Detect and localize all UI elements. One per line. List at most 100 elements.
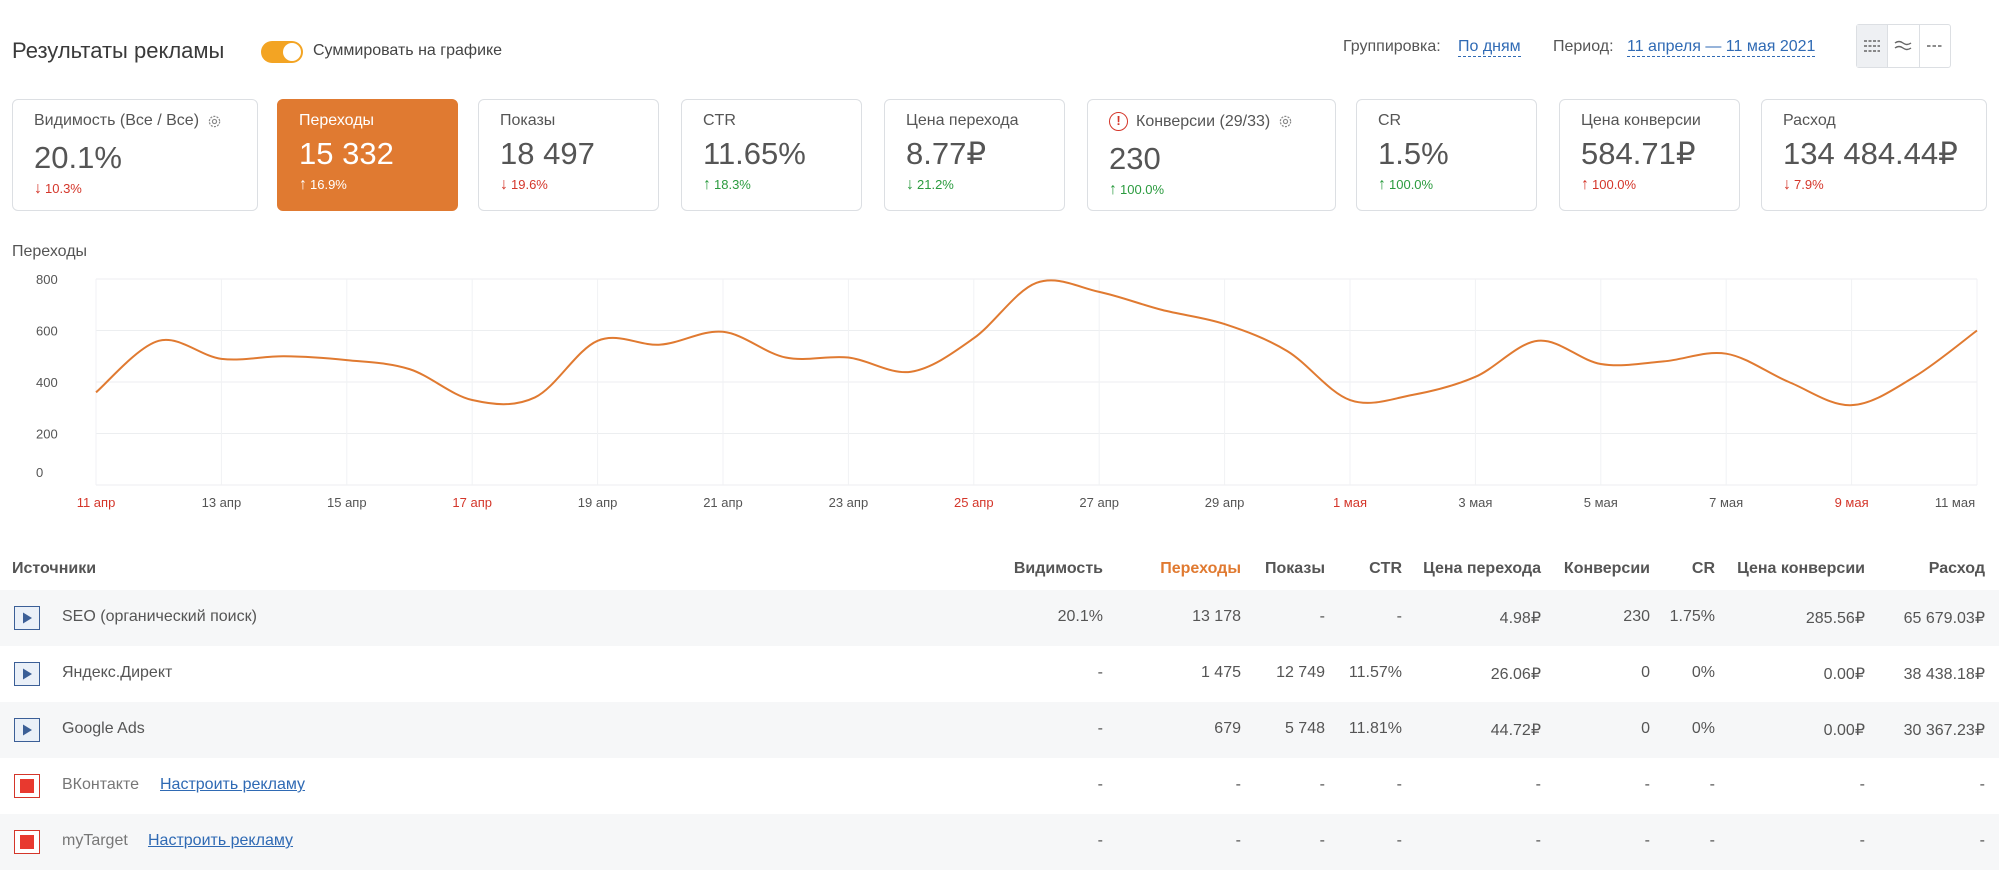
x-tick-label: 11 мая xyxy=(1935,495,1975,510)
x-tick-label: 5 мая xyxy=(1584,495,1618,510)
table-cell: - xyxy=(1097,832,1103,849)
table-cell: - xyxy=(1396,608,1402,625)
sources-table: Источники Видимость Переходы Показы CTR … xyxy=(0,550,1999,870)
gear-icon[interactable] xyxy=(207,114,222,129)
table-cell: - xyxy=(1709,776,1715,793)
table-row[interactable]: Яндекс.Директ - 1 475 12 749 11.57% 26.06₽ 0 0%… xyxy=(0,646,1999,702)
table-cell: - xyxy=(1535,832,1541,849)
table-cell: 13 178 xyxy=(1192,608,1241,625)
play-triangle-icon xyxy=(23,612,32,624)
play-icon[interactable] xyxy=(14,606,40,630)
warning-icon[interactable]: ! xyxy=(1109,112,1128,131)
table-cell: - xyxy=(1097,776,1103,793)
setup-ads-link[interactable]: Настроить рекламу xyxy=(148,832,294,849)
gear-icon[interactable] xyxy=(1278,114,1293,129)
table-cell: - xyxy=(1709,832,1715,849)
chart-title: Переходы xyxy=(12,243,88,260)
header-conversion-price[interactable]: Цена конверсии xyxy=(1737,560,1865,577)
header-ctr[interactable]: CTR xyxy=(1369,560,1402,577)
grouping-dropdown[interactable]: По дням xyxy=(1458,38,1521,57)
card-visibility[interactable]: Видимость (Все / Все) 20.1% ↓ 10.3% xyxy=(12,99,258,211)
table-cell: - xyxy=(1319,776,1325,793)
header-visibility[interactable]: Видимость xyxy=(1013,560,1103,577)
card-value: 8.77₽ xyxy=(906,136,987,171)
source-name: ВКонтакте xyxy=(62,776,139,793)
card-delta-value: 7.9% xyxy=(1794,177,1824,192)
stop-icon[interactable] xyxy=(14,774,40,798)
table-cell: - xyxy=(1979,832,1985,849)
table-cell: 20.1% xyxy=(1057,608,1103,625)
dashed-view-button[interactable] xyxy=(1920,25,1950,67)
header-conversions[interactable]: Конверсии xyxy=(1563,560,1650,577)
x-tick-label: 9 мая xyxy=(1835,495,1869,510)
arrow-down-icon: ↓ xyxy=(34,180,42,197)
header-cr[interactable]: CR xyxy=(1691,560,1715,577)
card-conversions[interactable]: ! Конверсии (29/33) 230 ↑ 100.0% xyxy=(1087,99,1336,211)
x-tick-label: 27 апр xyxy=(1079,495,1119,510)
card-click-price[interactable]: Цена перехода 8.77₽ ↓ 21.2% xyxy=(884,99,1065,211)
table-cell: - xyxy=(1319,832,1325,849)
y-tick-label: 800 xyxy=(36,272,58,287)
table-cell: 12 749 xyxy=(1276,664,1325,681)
card-label: Показы xyxy=(500,112,556,129)
table-cell: 679 xyxy=(1214,720,1241,737)
card-delta: ↓ 21.2% xyxy=(906,176,1043,194)
card-conversion-price[interactable]: Цена конверсии 584.71₽ ↑ 100.0% xyxy=(1559,99,1740,211)
card-delta: ↑ 100.0% xyxy=(1109,181,1314,199)
table-cell: - xyxy=(1859,776,1865,793)
header-clicks[interactable]: Переходы xyxy=(1160,560,1241,577)
card-value: 230 xyxy=(1109,141,1161,176)
card-delta: ↓ 7.9% xyxy=(1783,176,1965,194)
x-tick-label: 29 апр xyxy=(1205,495,1245,510)
setup-ads-link[interactable]: Настроить рекламу xyxy=(160,776,306,793)
x-tick-label: 19 апр xyxy=(578,495,618,510)
header-impressions[interactable]: Показы xyxy=(1265,560,1325,577)
table-cell: 0.00₽ xyxy=(1823,722,1865,739)
y-tick-label: 200 xyxy=(36,427,58,442)
table-row[interactable]: Google Ads - 679 5 748 11.81% 44.72₽ 0 0% 0.00₽ 3… xyxy=(0,702,1999,758)
card-delta-value: 21.2% xyxy=(917,177,954,192)
play-icon[interactable] xyxy=(14,662,40,686)
stacked-view-button[interactable] xyxy=(1857,25,1889,67)
sum-on-chart-toggle[interactable] xyxy=(261,41,303,63)
card-spend[interactable]: Расход 134 484.44₽ ↓ 7.9% xyxy=(1761,99,1987,211)
y-tick-label: 0 xyxy=(36,465,43,480)
card-clicks[interactable]: Переходы 15 332 ↑ 16.9% xyxy=(277,99,458,211)
stop-icon[interactable] xyxy=(14,830,40,854)
table-row[interactable]: ВКонтакте Настроить рекламу - - - - - - - - - xyxy=(0,758,1999,814)
play-icon[interactable] xyxy=(14,718,40,742)
arrow-up-icon: ↑ xyxy=(1581,176,1589,193)
x-tick-label: 13 апр xyxy=(202,495,242,510)
card-impressions[interactable]: Показы 18 497 ↓ 19.6% xyxy=(478,99,659,211)
card-label: Цена конверсии xyxy=(1581,112,1701,129)
card-delta-value: 18.3% xyxy=(714,177,751,192)
arrow-down-icon: ↓ xyxy=(1783,176,1791,193)
table-cell: 0 xyxy=(1641,720,1650,737)
table-cell: 5 748 xyxy=(1284,720,1325,737)
grouping-label: Группировка: xyxy=(1343,38,1441,55)
card-label: CTR xyxy=(703,112,736,129)
arrow-up-icon: ↑ xyxy=(703,176,711,193)
wave-lines-icon xyxy=(1895,40,1912,51)
card-label-text: Видимость (Все / Все) xyxy=(34,112,200,129)
card-cr[interactable]: CR 1.5% ↑ 100.0% xyxy=(1356,99,1537,211)
stop-square-icon xyxy=(20,779,34,793)
card-delta: ↑ 100.0% xyxy=(1378,176,1515,194)
table-cell: 30 367.23₽ xyxy=(1903,722,1985,739)
x-tick-label: 1 мая xyxy=(1333,495,1367,510)
card-ctr[interactable]: CTR 11.65% ↑ 18.3% xyxy=(681,99,862,211)
card-label: Расход xyxy=(1783,112,1836,129)
header-spend[interactable]: Расход xyxy=(1928,560,1985,577)
source-name: myTarget xyxy=(62,832,128,849)
table-row[interactable]: myTarget Настроить рекламу - - - - - - - - - xyxy=(0,814,1999,870)
x-tick-label: 25 апр xyxy=(954,495,994,510)
period-picker[interactable]: 11 апреля — 11 мая 2021 xyxy=(1627,38,1816,57)
card-delta: ↓ 10.3% xyxy=(34,180,236,198)
table-cell: 230 xyxy=(1623,608,1650,625)
card-value: 15 332 xyxy=(299,136,394,171)
clicks-line-chart: 0 200 400 600 800 11 апр 13 апр 15 апр 17 апр 19 … xyxy=(36,272,1978,510)
table-row[interactable]: SEO (органический поиск) 20.1% 13 178 - - 4.9… xyxy=(0,590,1999,646)
header-click-price[interactable]: Цена перехода xyxy=(1423,560,1541,577)
header-sources[interactable]: Источники xyxy=(12,560,97,577)
wave-view-button[interactable] xyxy=(1888,25,1920,67)
